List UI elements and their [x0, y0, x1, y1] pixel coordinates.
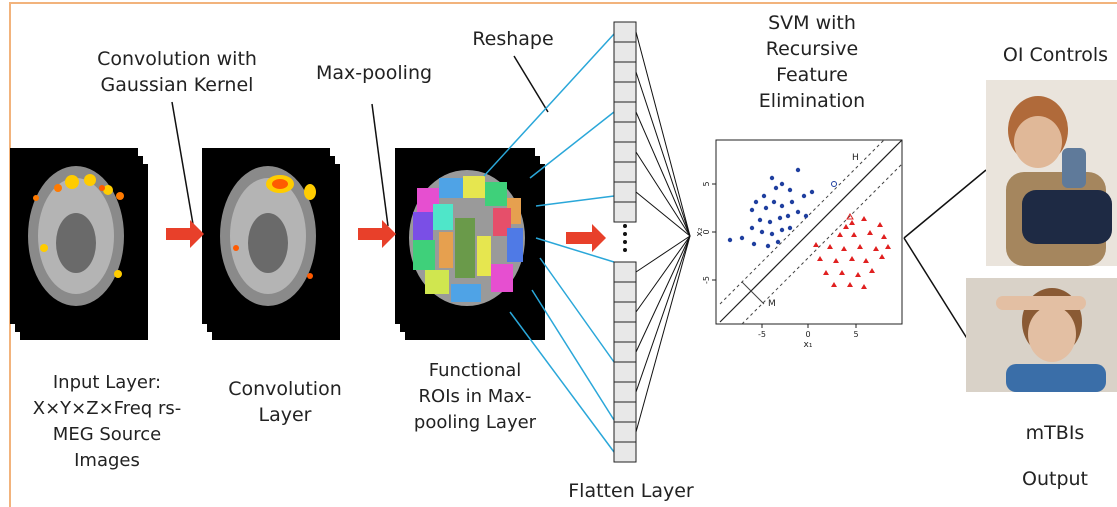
x-tick-0: 0 [805, 330, 810, 339]
hyperplane-label: H [852, 153, 859, 163]
label-line: Input Layer: [52, 372, 162, 393]
label-svm: SVM with Recursive Feature Elimination [732, 10, 892, 114]
x-axis-label: x₁ [804, 340, 813, 350]
arrow-2 [358, 220, 396, 248]
label-line: Convolution [228, 378, 342, 400]
label-line: Gaussian Kernel [100, 74, 254, 96]
slice-front [202, 148, 330, 324]
label-line: SVM with [768, 12, 856, 34]
output-line-mtbi [903, 237, 969, 341]
x-tick-5: 5 [853, 330, 858, 339]
label-mtbis: mTBIs [1025, 422, 1085, 444]
blue-connectors [483, 33, 615, 453]
svm-plot-svg: H M 5 0 -5 -5 0 5 x₁ x₂ [695, 139, 903, 350]
label-oi-controls: OI Controls [1002, 44, 1109, 66]
brain-image [28, 166, 124, 306]
brain-image [220, 166, 316, 306]
y-tick-0: 0 [702, 229, 711, 234]
y-tick-5: 5 [702, 181, 711, 186]
label-flatten-layer: Flatten Layer [568, 480, 694, 502]
label-line: Convolution with [97, 48, 257, 70]
label-line: Elimination [758, 90, 866, 112]
fc-lines [635, 31, 691, 433]
label-line: Layer [258, 404, 312, 426]
x-tick-neg5: -5 [758, 330, 766, 339]
y-tick-neg5: -5 [702, 276, 711, 284]
label-input-layer: Input Layer: X×Y×Z×Freq rs- MEG Source I… [22, 370, 192, 474]
slice-front [395, 148, 535, 324]
pointer-reshape [513, 55, 549, 113]
flatten-column [613, 21, 637, 463]
label-reshape: Reshape [472, 28, 554, 50]
output-line-controls [903, 169, 987, 239]
label-line: MEG Source [52, 424, 162, 445]
arrow-3 [566, 224, 606, 252]
class-b-points [813, 216, 891, 289]
slice-front [10, 148, 138, 324]
label-line: Recursive [765, 38, 859, 60]
label-conv-gaussian: Convolution with Gaussian Kernel [92, 46, 262, 98]
pointer-conv [171, 101, 195, 231]
class-a-points [727, 167, 815, 249]
arrow-1 [166, 220, 204, 248]
label-functional-rois: Functional ROIs in Max- pooling Layer [400, 358, 550, 436]
label-line: pooling Layer [413, 412, 537, 433]
label-conv-layer: Convolution Layer [220, 376, 350, 428]
label-output: Output [1022, 468, 1088, 490]
pointer-maxpool [371, 103, 389, 227]
label-line: X×Y×Z×Freq rs- [32, 398, 182, 419]
mtbi-photo [966, 278, 1117, 392]
roi-brain-image [409, 170, 525, 306]
label-maxpool: Max-pooling [315, 62, 433, 84]
svm-plot: H M 5 0 -5 -5 0 5 x₁ x₂ [694, 136, 904, 350]
label-line: ROIs in Max- [418, 386, 532, 407]
oi-controls-photo [986, 80, 1117, 266]
label-line: Feature [776, 64, 848, 86]
label-line: Images [74, 450, 140, 471]
margin-label: M [768, 299, 776, 309]
y-axis-label: x₂ [695, 227, 705, 236]
flatten-ellipsis [623, 224, 627, 252]
label-line: Functional [428, 360, 522, 381]
